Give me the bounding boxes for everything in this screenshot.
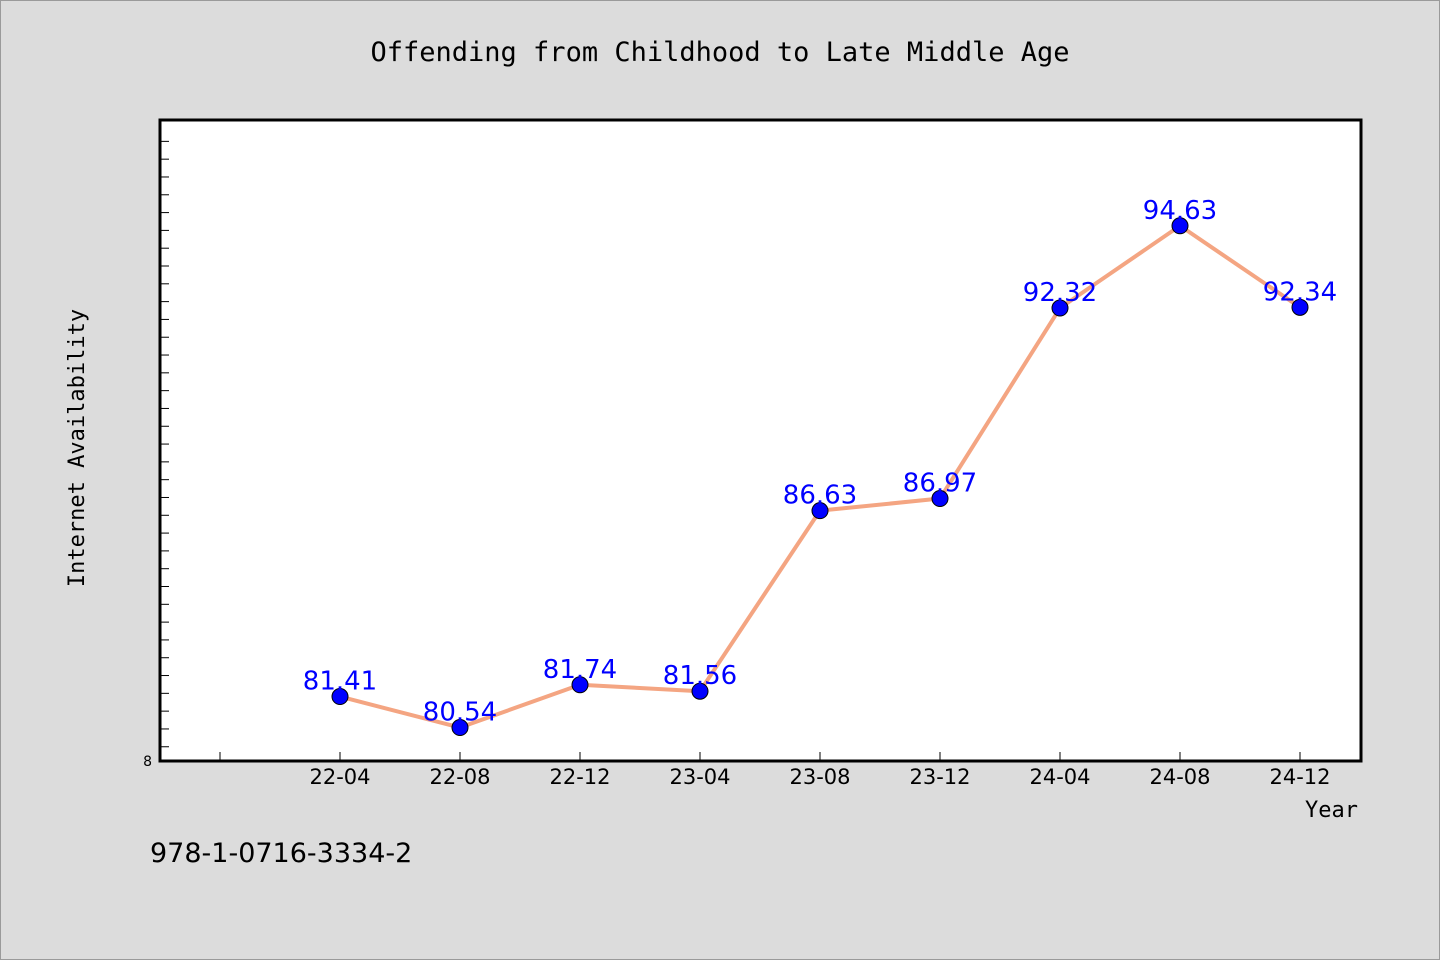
data-label: 86.63 <box>783 481 857 511</box>
data-point <box>1171 217 1189 235</box>
x-axis-label: Year <box>1305 798 1358 823</box>
data-point <box>451 719 469 737</box>
data-point <box>931 490 949 508</box>
x-tick-label: 23-12 <box>909 765 970 789</box>
data-label: 81.74 <box>543 655 617 685</box>
data-point <box>811 502 829 520</box>
data-label: 81.41 <box>303 667 377 697</box>
x-tick-label: 23-08 <box>789 765 850 789</box>
x-axis-ticks: 22-04 22-08 22-12 23-04 23-08 23-12 24-04 24-08… <box>219 752 1331 789</box>
plot-area <box>158 118 1363 763</box>
x-tick-label: 24-12 <box>1269 765 1330 789</box>
y-tick-label-min: 8 <box>143 754 152 770</box>
x-tick-label: 24-04 <box>1029 765 1090 789</box>
data-point <box>1051 299 1069 317</box>
data-label: 81.56 <box>663 661 737 691</box>
x-tick-label: 22-08 <box>429 765 490 789</box>
data-label: 92.34 <box>1263 277 1337 307</box>
data-label: 94.63 <box>1143 196 1217 226</box>
y-axis-label: Internet Availability <box>65 309 90 587</box>
data-point <box>571 676 589 694</box>
x-tick-label: 23-04 <box>669 765 730 789</box>
chart-title: Offending from Childhood to Late Middle … <box>371 37 1070 68</box>
data-point <box>1291 298 1309 316</box>
data-point <box>331 688 349 706</box>
y-axis-ticks <box>160 140 169 748</box>
data-point <box>691 682 709 700</box>
x-tick-label: 22-12 <box>549 765 610 789</box>
isbn-text: 978-1-0716-3334-2 <box>150 838 412 869</box>
data-label: 92.32 <box>1023 278 1097 308</box>
data-label: 80.54 <box>423 698 497 728</box>
data-label: 86.97 <box>903 469 977 499</box>
x-tick-label: 24-08 <box>1149 765 1210 789</box>
series-layer: 81.41 80.54 81.74 81.56 86.63 86.97 92.32 94.63… <box>303 196 1337 737</box>
x-tick-label: 22-04 <box>309 765 370 789</box>
